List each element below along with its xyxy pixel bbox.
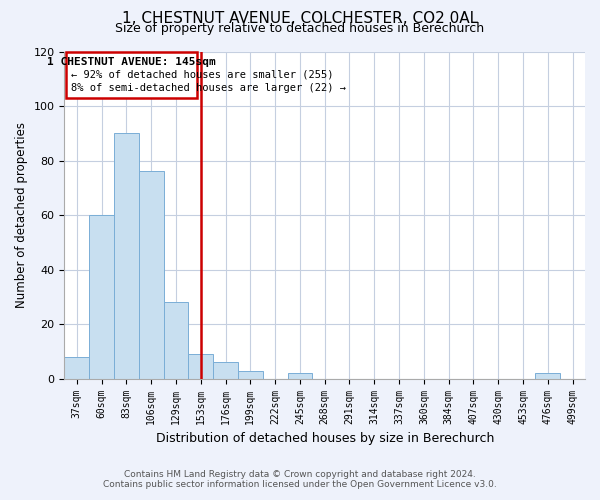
Bar [188, 354, 213, 378]
Bar [535, 373, 560, 378]
FancyBboxPatch shape [65, 52, 197, 98]
Bar [89, 215, 114, 378]
Text: 1 CHESTNUT AVENUE: 145sqm: 1 CHESTNUT AVENUE: 145sqm [47, 58, 216, 68]
Text: Size of property relative to detached houses in Berechurch: Size of property relative to detached ho… [115, 22, 485, 35]
Bar [213, 362, 238, 378]
X-axis label: Distribution of detached houses by size in Berechurch: Distribution of detached houses by size … [155, 432, 494, 445]
Text: 8% of semi-detached houses are larger (22) →: 8% of semi-detached houses are larger (2… [71, 83, 346, 93]
Bar [287, 373, 313, 378]
Bar [139, 172, 164, 378]
Y-axis label: Number of detached properties: Number of detached properties [15, 122, 28, 308]
Text: 1, CHESTNUT AVENUE, COLCHESTER, CO2 0AL: 1, CHESTNUT AVENUE, COLCHESTER, CO2 0AL [122, 11, 478, 26]
Text: ← 92% of detached houses are smaller (255): ← 92% of detached houses are smaller (25… [71, 69, 333, 79]
Bar [64, 357, 89, 378]
Text: Contains HM Land Registry data © Crown copyright and database right 2024.
Contai: Contains HM Land Registry data © Crown c… [103, 470, 497, 489]
Bar [164, 302, 188, 378]
Bar [114, 134, 139, 378]
Bar [238, 370, 263, 378]
